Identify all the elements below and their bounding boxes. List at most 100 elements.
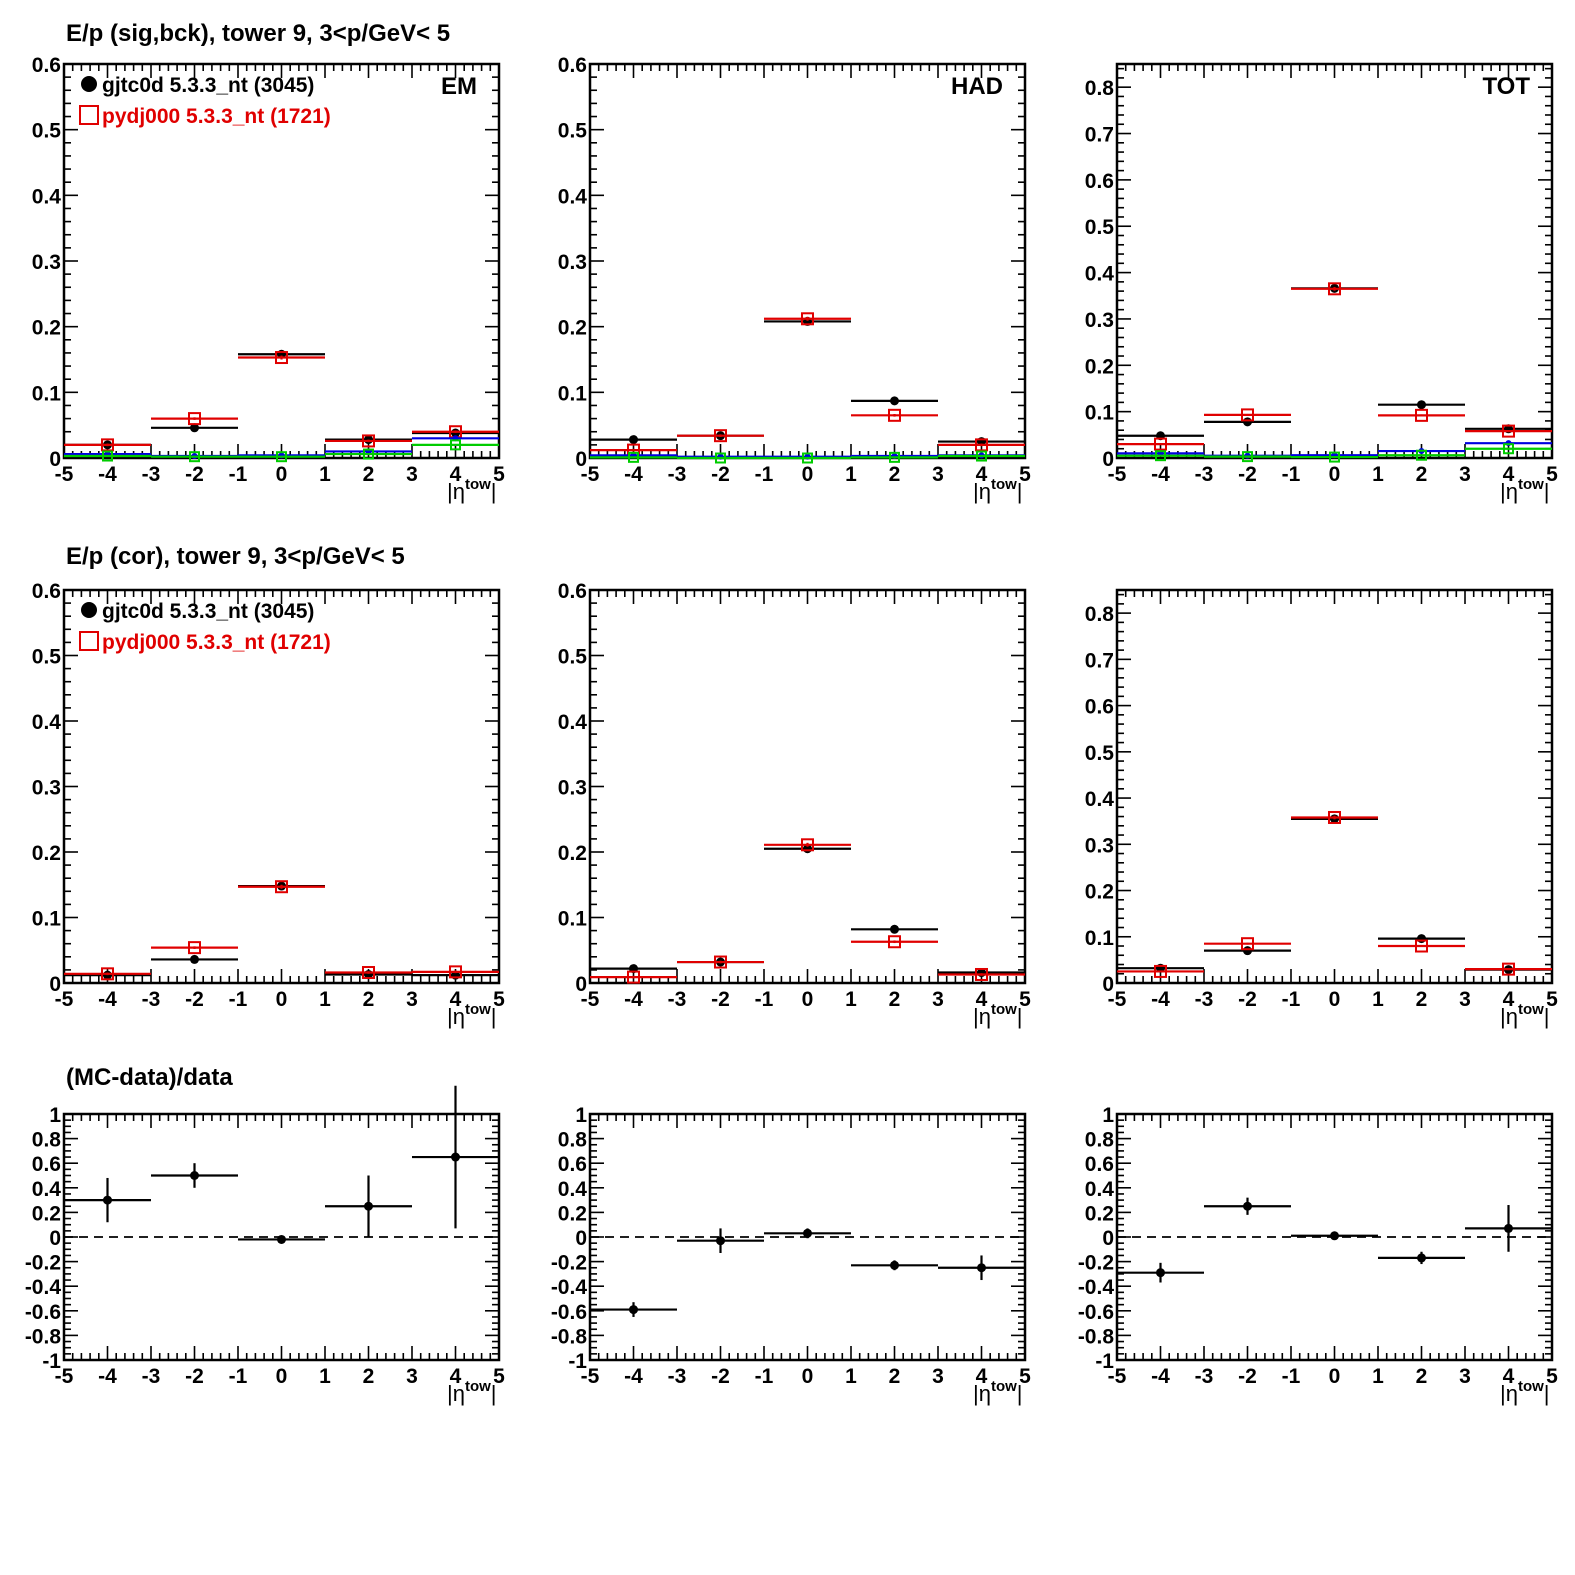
legend-mc-label: pydj000 5.3.3_nt (1721) xyxy=(102,631,331,654)
series-mc xyxy=(64,880,499,981)
data-point xyxy=(190,954,199,964)
x-tick-label: -5 xyxy=(1108,1365,1127,1388)
data-point xyxy=(803,1228,812,1238)
series-data xyxy=(64,349,499,450)
y-tick-label: 0.5 xyxy=(558,120,588,143)
x-axis-label: |ηtow| xyxy=(973,476,1023,504)
y-tick-label: 0.6 xyxy=(558,580,587,603)
x-tick-label: 4 xyxy=(450,988,462,1011)
green-point xyxy=(1416,449,1427,461)
x-tick-label: 5 xyxy=(1546,988,1558,1011)
x-tick-label: 0 xyxy=(802,988,814,1011)
x-tick-label: 3 xyxy=(406,1365,418,1388)
x-tick-label: -4 xyxy=(624,463,643,486)
data-point xyxy=(364,1201,373,1211)
green-point xyxy=(802,452,813,464)
y-tick-label: 0.7 xyxy=(1085,124,1114,147)
panel-label: TOT xyxy=(1482,73,1530,100)
x-tick-label: -4 xyxy=(98,1365,117,1388)
green-point xyxy=(889,451,900,463)
y-tick-label: 0.4 xyxy=(1085,263,1115,286)
x-tick-label: -4 xyxy=(624,988,643,1011)
mc-point xyxy=(627,970,640,984)
data-point xyxy=(629,1305,638,1315)
y-tick-label: 0 xyxy=(49,973,61,996)
y-tick-label: -0.6 xyxy=(25,1301,61,1324)
x-tick-label: -4 xyxy=(98,988,117,1011)
mc-point xyxy=(1415,939,1428,953)
x-tick-label: 3 xyxy=(932,1365,944,1388)
x-axis-label: |ηtow| xyxy=(1500,1001,1550,1029)
panel-cor-tot: -5 -4 -3 -2 -1 0 1 2 3 4 5 0 0.1 0.2 0.3 0.4 0.5 0.6 0.7 0.… xyxy=(1085,588,1558,1029)
x-tick-label: 3 xyxy=(1459,988,1471,1011)
x-tick-label: -1 xyxy=(229,463,248,486)
x-axis-label: |ηtow| xyxy=(973,1001,1023,1029)
y-tick-label: 0.4 xyxy=(32,185,62,208)
mc-point xyxy=(1154,437,1167,451)
mc-point xyxy=(714,955,727,969)
x-tick-label: 1 xyxy=(1372,1365,1384,1388)
x-tick-label: 4 xyxy=(1503,463,1515,486)
y-tick-label: 0.2 xyxy=(32,317,61,340)
y-tick-label: 0.4 xyxy=(558,1178,588,1201)
x-tick-label: 3 xyxy=(932,463,944,486)
x-tick-label: 5 xyxy=(493,1365,505,1388)
x-tick-label: 4 xyxy=(1503,988,1515,1011)
y-tick-label: 0.8 xyxy=(1085,603,1115,626)
x-tick-label: 5 xyxy=(1019,988,1031,1011)
x-tick-label: 5 xyxy=(493,988,505,1011)
legend-data-marker xyxy=(81,602,97,618)
x-tick-label: -1 xyxy=(1282,463,1301,486)
x-tick-label: -5 xyxy=(55,1365,74,1388)
x-tick-label: 4 xyxy=(976,988,988,1011)
series-data xyxy=(1117,1197,1552,1283)
legend: gjtc0d 5.3.3_nt (3045) pydj000 5.3.3_nt (… xyxy=(79,600,331,654)
y-tick-label: 0.8 xyxy=(32,1129,62,1152)
data-point xyxy=(1330,1231,1339,1241)
legend-mc-label: pydj000 5.3.3_nt (1721) xyxy=(102,105,331,128)
x-tick-label: 1 xyxy=(1372,463,1384,486)
green-point xyxy=(1329,451,1340,463)
y-tick-label: 0.1 xyxy=(32,908,62,931)
y-tick-label: 0.4 xyxy=(558,185,588,208)
y-tick-label: 0.4 xyxy=(1085,788,1115,811)
x-tick-label: -2 xyxy=(711,1365,730,1388)
x-tick-label: 3 xyxy=(932,988,944,1011)
x-tick-label: 0 xyxy=(1329,1365,1341,1388)
x-tick-label: 2 xyxy=(889,1365,901,1388)
plot-frame xyxy=(588,588,1027,985)
data-point xyxy=(451,1152,460,1162)
x-tick-label: 3 xyxy=(1459,1365,1471,1388)
data-point xyxy=(277,1234,286,1244)
x-tick-label: 5 xyxy=(1546,1365,1558,1388)
green-point xyxy=(1242,451,1253,463)
x-tick-label: 5 xyxy=(493,463,505,486)
mc-point xyxy=(275,351,288,365)
y-tick-label: -0.2 xyxy=(551,1252,587,1275)
y-tick-label: -1 xyxy=(42,1350,61,1373)
data-point xyxy=(977,1263,986,1273)
x-tick-label: 2 xyxy=(1416,1365,1428,1388)
y-tick-label: 0.2 xyxy=(32,842,61,865)
panel-sigbck-em: -5 -4 -3 -2 -1 0 1 2 3 4 5 0 0.1 0.2 0.3 0.4 0.5 0.6 |ηtow… xyxy=(32,54,505,504)
mc-point xyxy=(1241,937,1254,951)
y-tick-label: 0.3 xyxy=(1085,834,1114,857)
x-tick-label: -3 xyxy=(142,988,161,1011)
x-tick-label: 5 xyxy=(1019,463,1031,486)
y-tick-label: -1 xyxy=(568,1350,587,1373)
x-tick-label: 2 xyxy=(1416,988,1428,1011)
y-tick-label: -0.4 xyxy=(1078,1276,1115,1299)
legend-mc-marker xyxy=(79,105,99,125)
x-tick-label: 1 xyxy=(845,1365,857,1388)
data-point xyxy=(190,1171,199,1180)
x-tick-label: 0 xyxy=(1329,463,1341,486)
x-tick-label: 4 xyxy=(1503,1365,1515,1388)
y-tick-label: 0.8 xyxy=(558,1129,588,1152)
x-axis-label: |ηtow| xyxy=(973,1378,1023,1406)
x-tick-label: 1 xyxy=(845,988,857,1011)
x-tick-label: 1 xyxy=(845,463,857,486)
green-point xyxy=(976,450,987,462)
x-tick-label: 0 xyxy=(276,1365,288,1388)
series-mc xyxy=(590,312,1025,457)
